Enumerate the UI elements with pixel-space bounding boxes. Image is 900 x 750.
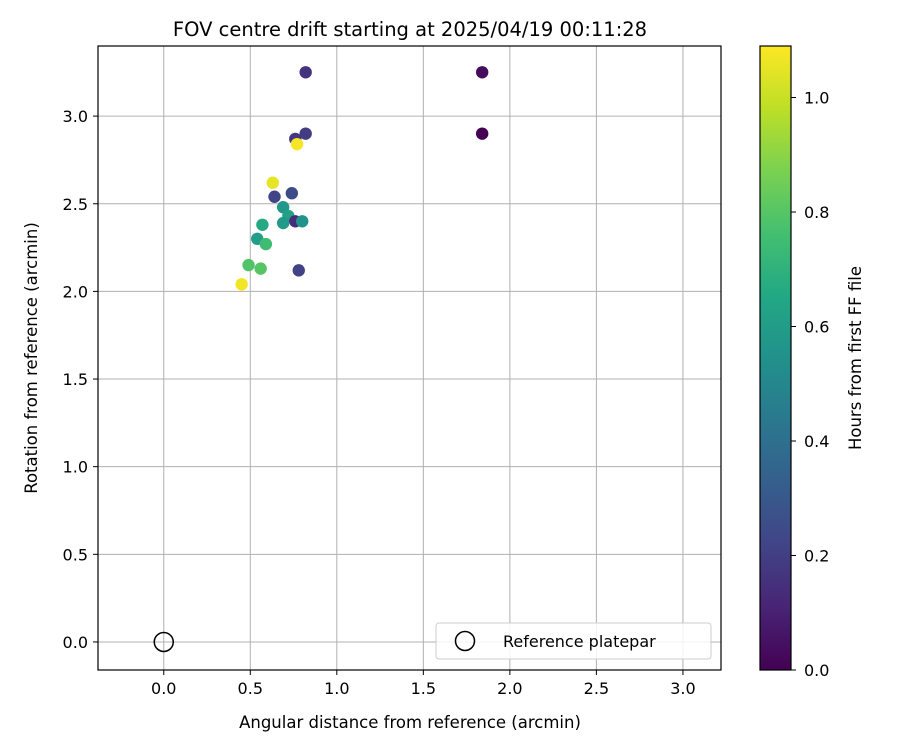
scatter-point [242, 258, 255, 272]
scatter-point [475, 127, 489, 140]
scatter-point [285, 187, 299, 200]
scatter-point [299, 127, 312, 140]
y-tick-label: 2.0 [63, 282, 88, 301]
x-axis-ticks: 0.0 0.5 1.0 1.5 2.0 2.5 3.0 [151, 670, 696, 698]
colorbar-tick-label: 1.0 [804, 89, 829, 108]
x-tick-label: 1.0 [324, 679, 349, 698]
scatter-point [268, 190, 281, 203]
colorbar-tick-label: 0.2 [804, 547, 829, 566]
y-axis-ticks: 0.0 0.5 1.0 1.5 2.0 2.5 3.0 [63, 107, 98, 652]
scatter-point [259, 237, 273, 251]
grid [98, 46, 721, 670]
legend-marker [454, 630, 476, 652]
colorbar-label: Hours from first FF file [846, 266, 865, 450]
scatter-point [256, 218, 269, 231]
x-tick-label: 3.0 [670, 679, 695, 698]
scatter-point [290, 137, 304, 151]
scatter-point [296, 215, 309, 228]
reference-marker [153, 631, 175, 653]
scatter-point [299, 66, 312, 79]
colorbar-tick-label: 0.4 [804, 432, 829, 451]
y-tick-label: 1.5 [63, 370, 88, 389]
scatter-point [475, 66, 489, 79]
colorbar-tick-label: 0.8 [804, 203, 829, 222]
data-points [235, 66, 489, 291]
colorbar-ticks: 0.0 0.2 0.4 0.6 0.8 1.0 [791, 89, 829, 680]
legend: Reference platepar [435, 622, 712, 660]
x-axis-label: Angular distance from reference (arcmin) [239, 713, 581, 732]
chart-title: FOV centre drift starting at 2025/04/19 … [173, 18, 647, 41]
scatter-point [292, 264, 305, 277]
y-tick-label: 0.0 [63, 633, 88, 652]
x-tick-label: 2.5 [584, 679, 609, 698]
y-tick-label: 1.0 [63, 458, 88, 477]
scatter-point [235, 278, 248, 291]
colorbar: 0.0 0.2 0.4 0.6 0.8 1.0 Hours from first FF f… [759, 45, 865, 680]
colorbar-fill [760, 46, 791, 670]
x-tick-label: 0.5 [238, 679, 263, 698]
y-tick-label: 0.5 [63, 545, 88, 564]
colorbar-frame [759, 45, 792, 671]
scatter-point [266, 176, 279, 189]
y-tick-label: 2.5 [63, 195, 88, 214]
legend-label-reference-platepar: Reference platepar [503, 632, 656, 651]
y-axis-label: Rotation from reference (arcmin) [22, 222, 41, 494]
colorbar-tick-label: 0.6 [804, 318, 829, 337]
x-tick-label: 2.0 [497, 679, 522, 698]
scatter-point [276, 216, 290, 230]
colorbar-tick-label: 0.0 [804, 661, 829, 680]
x-tick-label: 0.0 [151, 679, 176, 698]
scatter-point [254, 262, 267, 275]
legend-box [435, 622, 712, 660]
plot-frame [97, 45, 722, 671]
x-tick-label: 1.5 [411, 679, 436, 698]
y-tick-label: 3.0 [63, 107, 88, 126]
reference-layer [153, 631, 175, 653]
